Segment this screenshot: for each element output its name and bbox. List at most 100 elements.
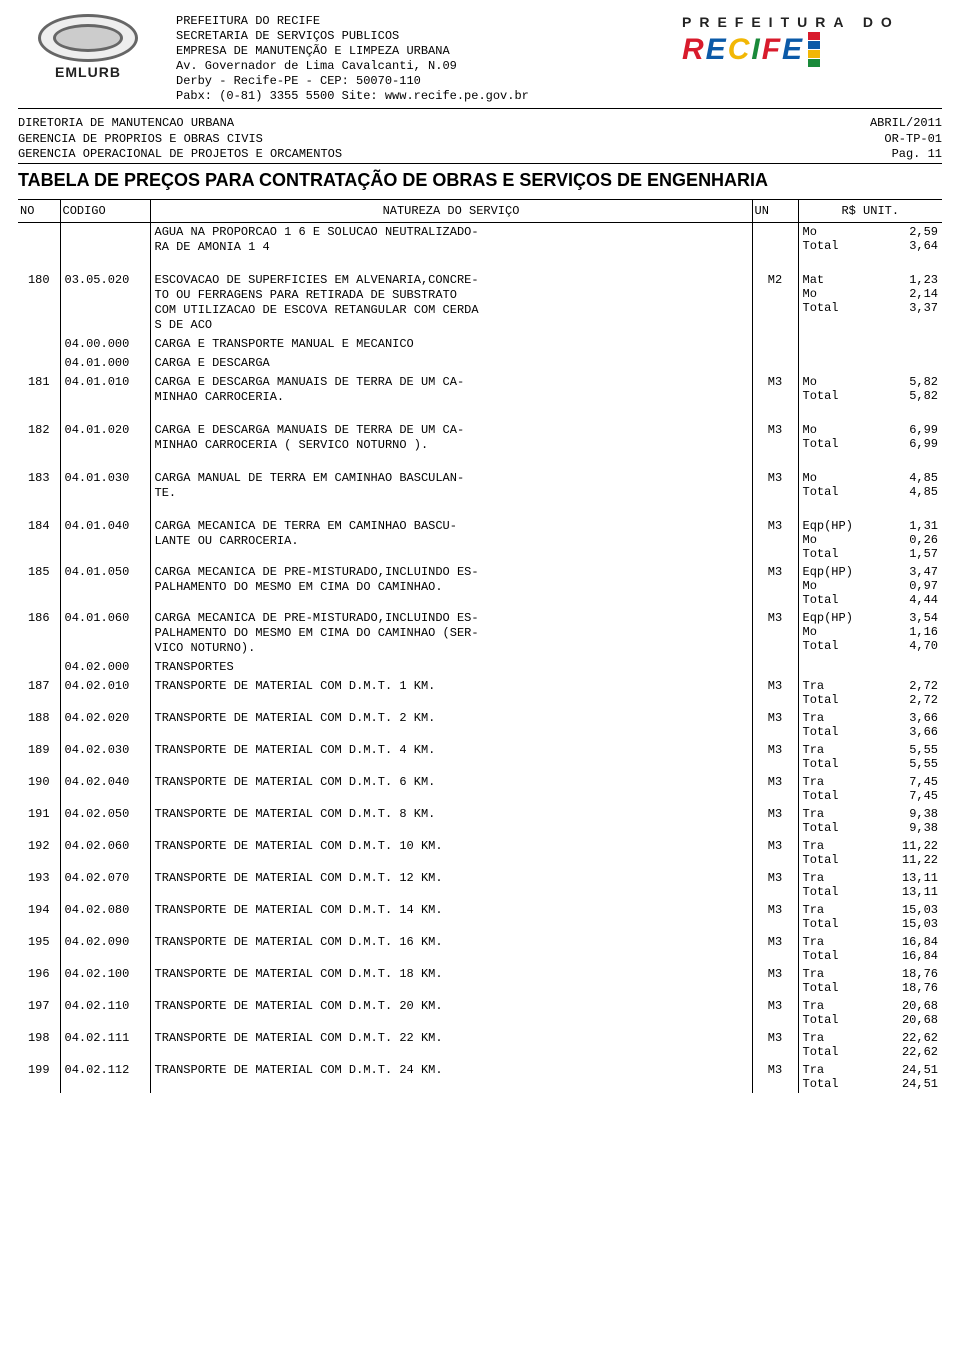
cell-desc: TRANSPORTE DE MATERIAL COM D.M.T. 18 KM.: [150, 965, 752, 997]
cell-desc: TRANSPORTE DE MATERIAL COM D.M.T. 20 KM.: [150, 997, 752, 1029]
org-line: SECRETARIA DE SERVIÇOS PUBLICOS: [176, 29, 664, 44]
cell-un: M3: [752, 869, 798, 901]
cell-price-values: 5,825,82: [872, 373, 942, 407]
cell-price-values: 1,310,261,57: [872, 517, 942, 563]
cell-codigo: 04.01.030: [60, 469, 150, 503]
cell-un: M3: [752, 805, 798, 837]
dept-header: DIRETORIA DE MANUTENCAO URBANA GERENCIA …: [18, 109, 942, 147]
cell-un: M3: [752, 517, 798, 563]
table-row: 18104.01.010CARGA E DESCARGA MANUAIS DE …: [18, 373, 942, 407]
cell-codigo: 04.02.080: [60, 901, 150, 933]
cell-no: 187: [18, 677, 60, 709]
emlurb-logo-text: EMLURB: [55, 64, 121, 80]
table-row: 19404.02.080TRANSPORTE DE MATERIAL COM D…: [18, 901, 942, 933]
cell-codigo: 04.02.110: [60, 997, 150, 1029]
cell-desc: TRANSPORTE DE MATERIAL COM D.M.T. 8 KM.: [150, 805, 752, 837]
cell-un: M3: [752, 1061, 798, 1093]
cell-no: 197: [18, 997, 60, 1029]
col-natureza: NATUREZA DO SERVIÇO: [150, 200, 752, 223]
table-row: 19504.02.090TRANSPORTE DE MATERIAL COM D…: [18, 933, 942, 965]
cell-price-values: [872, 354, 942, 373]
cell-price-values: 2,722,72: [872, 677, 942, 709]
cell-desc: TRANSPORTE DE MATERIAL COM D.M.T. 4 KM.: [150, 741, 752, 773]
cell-desc: TRANSPORTES: [150, 658, 752, 677]
org-address-block: PREFEITURA DO RECIFE SECRETARIA DE SERVI…: [176, 14, 664, 104]
cell-price-labels: MoTotal: [798, 469, 872, 503]
cell-price-labels: Eqp(HP)MoTotal: [798, 609, 872, 658]
table-row: 19004.02.040TRANSPORTE DE MATERIAL COM D…: [18, 773, 942, 805]
brand-accent-icon: [808, 32, 820, 67]
table-row: 18604.01.060CARGA MECANICA DE PRE-MISTUR…: [18, 609, 942, 658]
cell-codigo: 04.01.040: [60, 517, 150, 563]
cell-desc: TRANSPORTE DE MATERIAL COM D.M.T. 2 KM.: [150, 709, 752, 741]
cell-no: 183: [18, 469, 60, 503]
cell-codigo: 04.02.000: [60, 658, 150, 677]
cell-price-labels: MoTotal: [798, 373, 872, 407]
cell-no: 181: [18, 373, 60, 407]
cell-price-values: 3,541,164,70: [872, 609, 942, 658]
cell-price-values: 15,0315,03: [872, 901, 942, 933]
cell-codigo: [60, 223, 150, 258]
cell-codigo: 04.02.070: [60, 869, 150, 901]
col-no: NO: [18, 200, 60, 223]
cell-desc: CARGA E DESCARGA: [150, 354, 752, 373]
cell-codigo: 04.02.010: [60, 677, 150, 709]
cell-no: 196: [18, 965, 60, 997]
cell-un: M3: [752, 677, 798, 709]
cell-price-values: [872, 335, 942, 354]
table-row: 04.01.000CARGA E DESCARGA: [18, 354, 942, 373]
table-row: AGUA NA PROPORCAO 1 6 E SOLUCAO NEUTRALI…: [18, 223, 942, 258]
cell-no: 180: [18, 271, 60, 335]
cell-desc: TRANSPORTE DE MATERIAL COM D.M.T. 1 KM.: [150, 677, 752, 709]
cell-price-labels: TraTotal: [798, 709, 872, 741]
cell-price-labels: MoTotal: [798, 421, 872, 455]
cell-un: M3: [752, 741, 798, 773]
cell-price-values: 6,996,99: [872, 421, 942, 455]
cell-no: 185: [18, 563, 60, 609]
cell-desc: CARGA E TRANSPORTE MANUAL E MECANICO: [150, 335, 752, 354]
cell-price-values: 5,555,55: [872, 741, 942, 773]
cell-codigo: 04.01.050: [60, 563, 150, 609]
cell-desc: CARGA E DESCARGA MANUAIS DE TERRA DE UM …: [150, 421, 752, 455]
cell-no: 199: [18, 1061, 60, 1093]
cell-no: 184: [18, 517, 60, 563]
table-row: 19204.02.060TRANSPORTE DE MATERIAL COM D…: [18, 837, 942, 869]
cell-codigo: 04.01.000: [60, 354, 150, 373]
cell-price-labels: Eqp(HP)MoTotal: [798, 517, 872, 563]
table-row: 19804.02.111TRANSPORTE DE MATERIAL COM D…: [18, 1029, 942, 1061]
cell-desc: TRANSPORTE DE MATERIAL COM D.M.T. 10 KM.: [150, 837, 752, 869]
cell-no: 182: [18, 421, 60, 455]
cell-un: M3: [752, 837, 798, 869]
cell-un: M2: [752, 271, 798, 335]
table-row: 18304.01.030CARGA MANUAL DE TERRA EM CAM…: [18, 469, 942, 503]
org-line: PREFEITURA DO RECIFE: [176, 14, 664, 29]
dept-line: DIRETORIA DE MANUTENCAO URBANA: [18, 115, 263, 131]
cell-price-labels: [798, 335, 872, 354]
cell-price-labels: TraTotal: [798, 677, 872, 709]
cell-price-labels: TraTotal: [798, 933, 872, 965]
cell-price-values: [872, 658, 942, 677]
cell-un: M3: [752, 421, 798, 455]
cell-price-values: 3,470,974,44: [872, 563, 942, 609]
org-line: Derby - Recife-PE - CEP: 50070-110: [176, 74, 664, 89]
gap-row: [18, 503, 942, 517]
cell-desc: CARGA MECANICA DE TERRA EM CAMINHAO BASC…: [150, 517, 752, 563]
page-label: Pag.: [892, 147, 921, 161]
cell-desc: CARGA MECANICA DE PRE-MISTURADO,INCLUIND…: [150, 563, 752, 609]
cell-price-labels: TraTotal: [798, 1029, 872, 1061]
cell-no: 190: [18, 773, 60, 805]
cell-price-labels: Eqp(HP)MoTotal: [798, 563, 872, 609]
cell-codigo: 04.01.060: [60, 609, 150, 658]
cell-price-values: 20,6820,68: [872, 997, 942, 1029]
cell-price-values: 7,457,45: [872, 773, 942, 805]
cell-un: M3: [752, 965, 798, 997]
cell-codigo: 04.02.030: [60, 741, 150, 773]
table-row: 18504.01.050CARGA MECANICA DE PRE-MISTUR…: [18, 563, 942, 609]
cell-desc: ESCOVACAO DE SUPERFICIES EM ALVENARIA,CO…: [150, 271, 752, 335]
cell-desc: TRANSPORTE DE MATERIAL COM D.M.T. 22 KM.: [150, 1029, 752, 1061]
cell-codigo: 04.02.060: [60, 837, 150, 869]
cell-no: [18, 658, 60, 677]
cell-price-labels: TraTotal: [798, 837, 872, 869]
col-unit: R$ UNIT.: [798, 200, 942, 223]
cell-price-values: 4,854,85: [872, 469, 942, 503]
